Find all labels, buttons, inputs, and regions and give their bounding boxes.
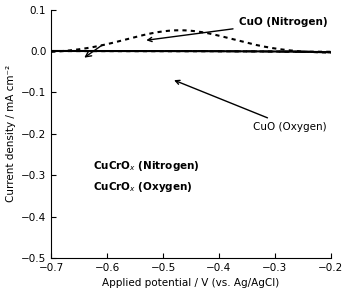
Text: CuCrO$_x$ (Oxygen): CuCrO$_x$ (Oxygen) [93,180,193,194]
Text: CuO (Oxygen): CuO (Oxygen) [176,80,326,132]
Text: CuCrO$_x$ (Nitrogen): CuCrO$_x$ (Nitrogen) [93,159,200,173]
Y-axis label: Current density / mA cm⁻²: Current density / mA cm⁻² [6,65,16,202]
Text: CuO (Nitrogen): CuO (Nitrogen) [148,17,327,41]
X-axis label: Applied potential / V (vs. Ag/AgCl): Applied potential / V (vs. Ag/AgCl) [102,278,280,288]
